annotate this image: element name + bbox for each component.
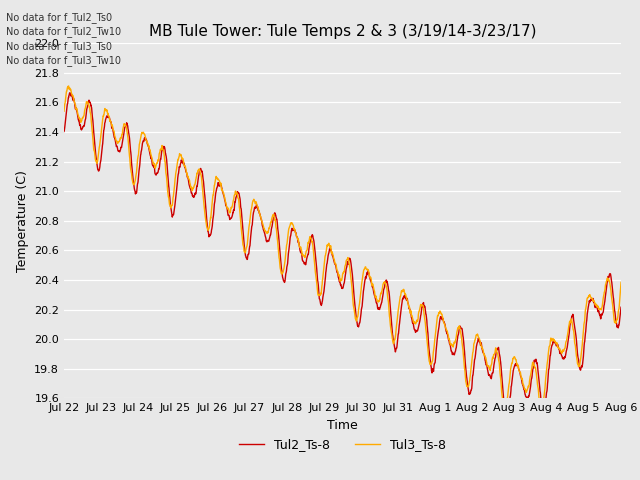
Title: MB Tule Tower: Tule Temps 2 & 3 (3/19/14-3/23/17): MB Tule Tower: Tule Temps 2 & 3 (3/19/14… bbox=[148, 24, 536, 39]
Tul2_Ts-8 bbox=[541, 406, 548, 411]
Text: No data for f_Tul3_Ts0: No data for f_Tul3_Ts0 bbox=[6, 41, 113, 52]
Tul2_Ts-8 bbox=[502, 417, 510, 422]
Tul2_Ts-8 bbox=[397, 306, 405, 312]
Tul3_Ts-8 bbox=[574, 361, 582, 367]
Tul3_Ts-8 bbox=[65, 83, 72, 89]
Tul3_Ts-8 bbox=[501, 407, 509, 413]
Text: No data for f_Tul3_Tw10: No data for f_Tul3_Tw10 bbox=[6, 55, 122, 66]
Text: No data for f_Tul2_Tw10: No data for f_Tul2_Tw10 bbox=[6, 26, 122, 37]
Tul3_Ts-8 bbox=[60, 108, 68, 114]
Tul2_Ts-8 bbox=[574, 355, 582, 360]
Tul2_Ts-8 bbox=[120, 132, 127, 138]
Tul2_Ts-8 bbox=[66, 90, 74, 96]
X-axis label: Time: Time bbox=[327, 419, 358, 432]
Tul3_Ts-8 bbox=[248, 204, 255, 210]
Tul3_Ts-8 bbox=[120, 123, 127, 129]
Tul3_Ts-8 bbox=[541, 390, 548, 396]
Tul2_Ts-8 bbox=[60, 129, 68, 134]
Tul2_Ts-8 bbox=[248, 224, 255, 229]
Tul3_Ts-8 bbox=[397, 290, 405, 296]
Line: Tul3_Ts-8: Tul3_Ts-8 bbox=[64, 86, 640, 410]
Y-axis label: Temperature (C): Temperature (C) bbox=[16, 170, 29, 272]
Line: Tul2_Ts-8: Tul2_Ts-8 bbox=[64, 93, 640, 420]
Legend: Tul2_Ts-8, Tul3_Ts-8: Tul2_Ts-8, Tul3_Ts-8 bbox=[234, 433, 451, 456]
Text: No data for f_Tul2_Ts0: No data for f_Tul2_Ts0 bbox=[6, 12, 113, 23]
